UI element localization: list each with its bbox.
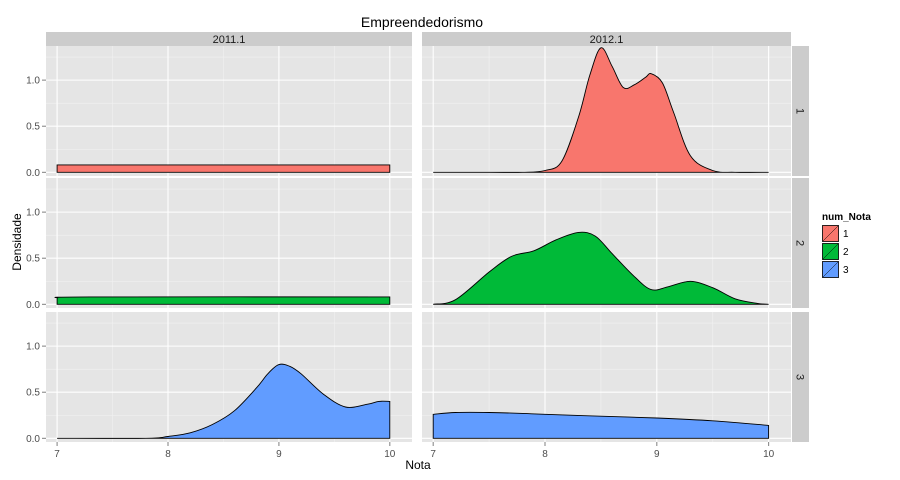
density-area: [57, 363, 391, 439]
column-strip: [46, 32, 412, 46]
row-strip: [792, 178, 809, 308]
legend-key-slash: [822, 243, 839, 260]
x-axis-title: Nota: [405, 458, 431, 472]
x-tick-label: 10: [384, 449, 396, 460]
x-tick-label: 10: [763, 449, 775, 460]
facet-panel: [422, 312, 791, 442]
row-strip-label: 1: [794, 108, 806, 114]
y-tick-label: 0.5: [26, 254, 40, 265]
y-tick-label: 1.0: [26, 76, 40, 87]
legend-label: 3: [843, 265, 849, 276]
column-strip: [422, 32, 791, 46]
facet-panel: [46, 312, 412, 442]
facet-panel: [46, 46, 412, 176]
row-strip: [792, 46, 809, 176]
column-strip-label: 2011.1: [213, 34, 246, 46]
x-tick-label: 9: [276, 449, 282, 460]
facet-panels: 2011.1 2012.1 1 2 3 0.0 0.5 1.0 0.0 0.5 1.0 0.0 0.5 1…: [26, 32, 809, 460]
density-area: [433, 47, 769, 173]
x-tick-label: 8: [165, 449, 171, 460]
y-axis-title: Densidade: [10, 213, 24, 271]
y-tick-label: 0.0: [26, 300, 40, 311]
x-tick-label: 7: [54, 449, 60, 460]
row-strip-label: 2: [794, 240, 806, 246]
chart-title: Empreendedorismo: [361, 14, 483, 30]
row-strip-label: 3: [794, 374, 806, 380]
legend-items: 1 2 3: [822, 225, 849, 278]
density-area: [54, 296, 391, 305]
y-tick-label: 0.0: [26, 168, 40, 179]
legend-key-slash: [822, 261, 839, 278]
y-tick-label: 1.0: [26, 342, 40, 353]
legend-item: 2: [822, 243, 849, 260]
y-tick-label: 1.0: [26, 208, 40, 219]
panel-background: [46, 46, 412, 176]
row-strip: [792, 312, 809, 442]
legend-title: num_Nota: [822, 212, 871, 223]
panel-background: [46, 178, 412, 308]
density-area: [56, 164, 391, 173]
legend-item: 3: [822, 261, 849, 278]
facet-panel: [422, 178, 791, 308]
legend-item: 1: [822, 225, 849, 242]
x-tick-label: 7: [430, 449, 436, 460]
facet-panel: [46, 178, 412, 308]
density-area: [432, 411, 770, 439]
facet-panel: [422, 46, 791, 176]
legend-label: 2: [843, 247, 849, 258]
y-tick-label: 0.0: [26, 434, 40, 445]
density-area: [433, 231, 769, 305]
column-strip-label: 2012.1: [590, 34, 624, 46]
y-tick-label: 0.5: [26, 122, 40, 133]
legend-label: 1: [843, 229, 849, 240]
y-tick-label: 0.5: [26, 388, 40, 399]
legend: num_Nota 1 2 3: [822, 212, 871, 278]
legend-key-slash: [822, 225, 839, 242]
x-tick-label: 8: [542, 449, 548, 460]
x-tick-label: 9: [654, 449, 660, 460]
